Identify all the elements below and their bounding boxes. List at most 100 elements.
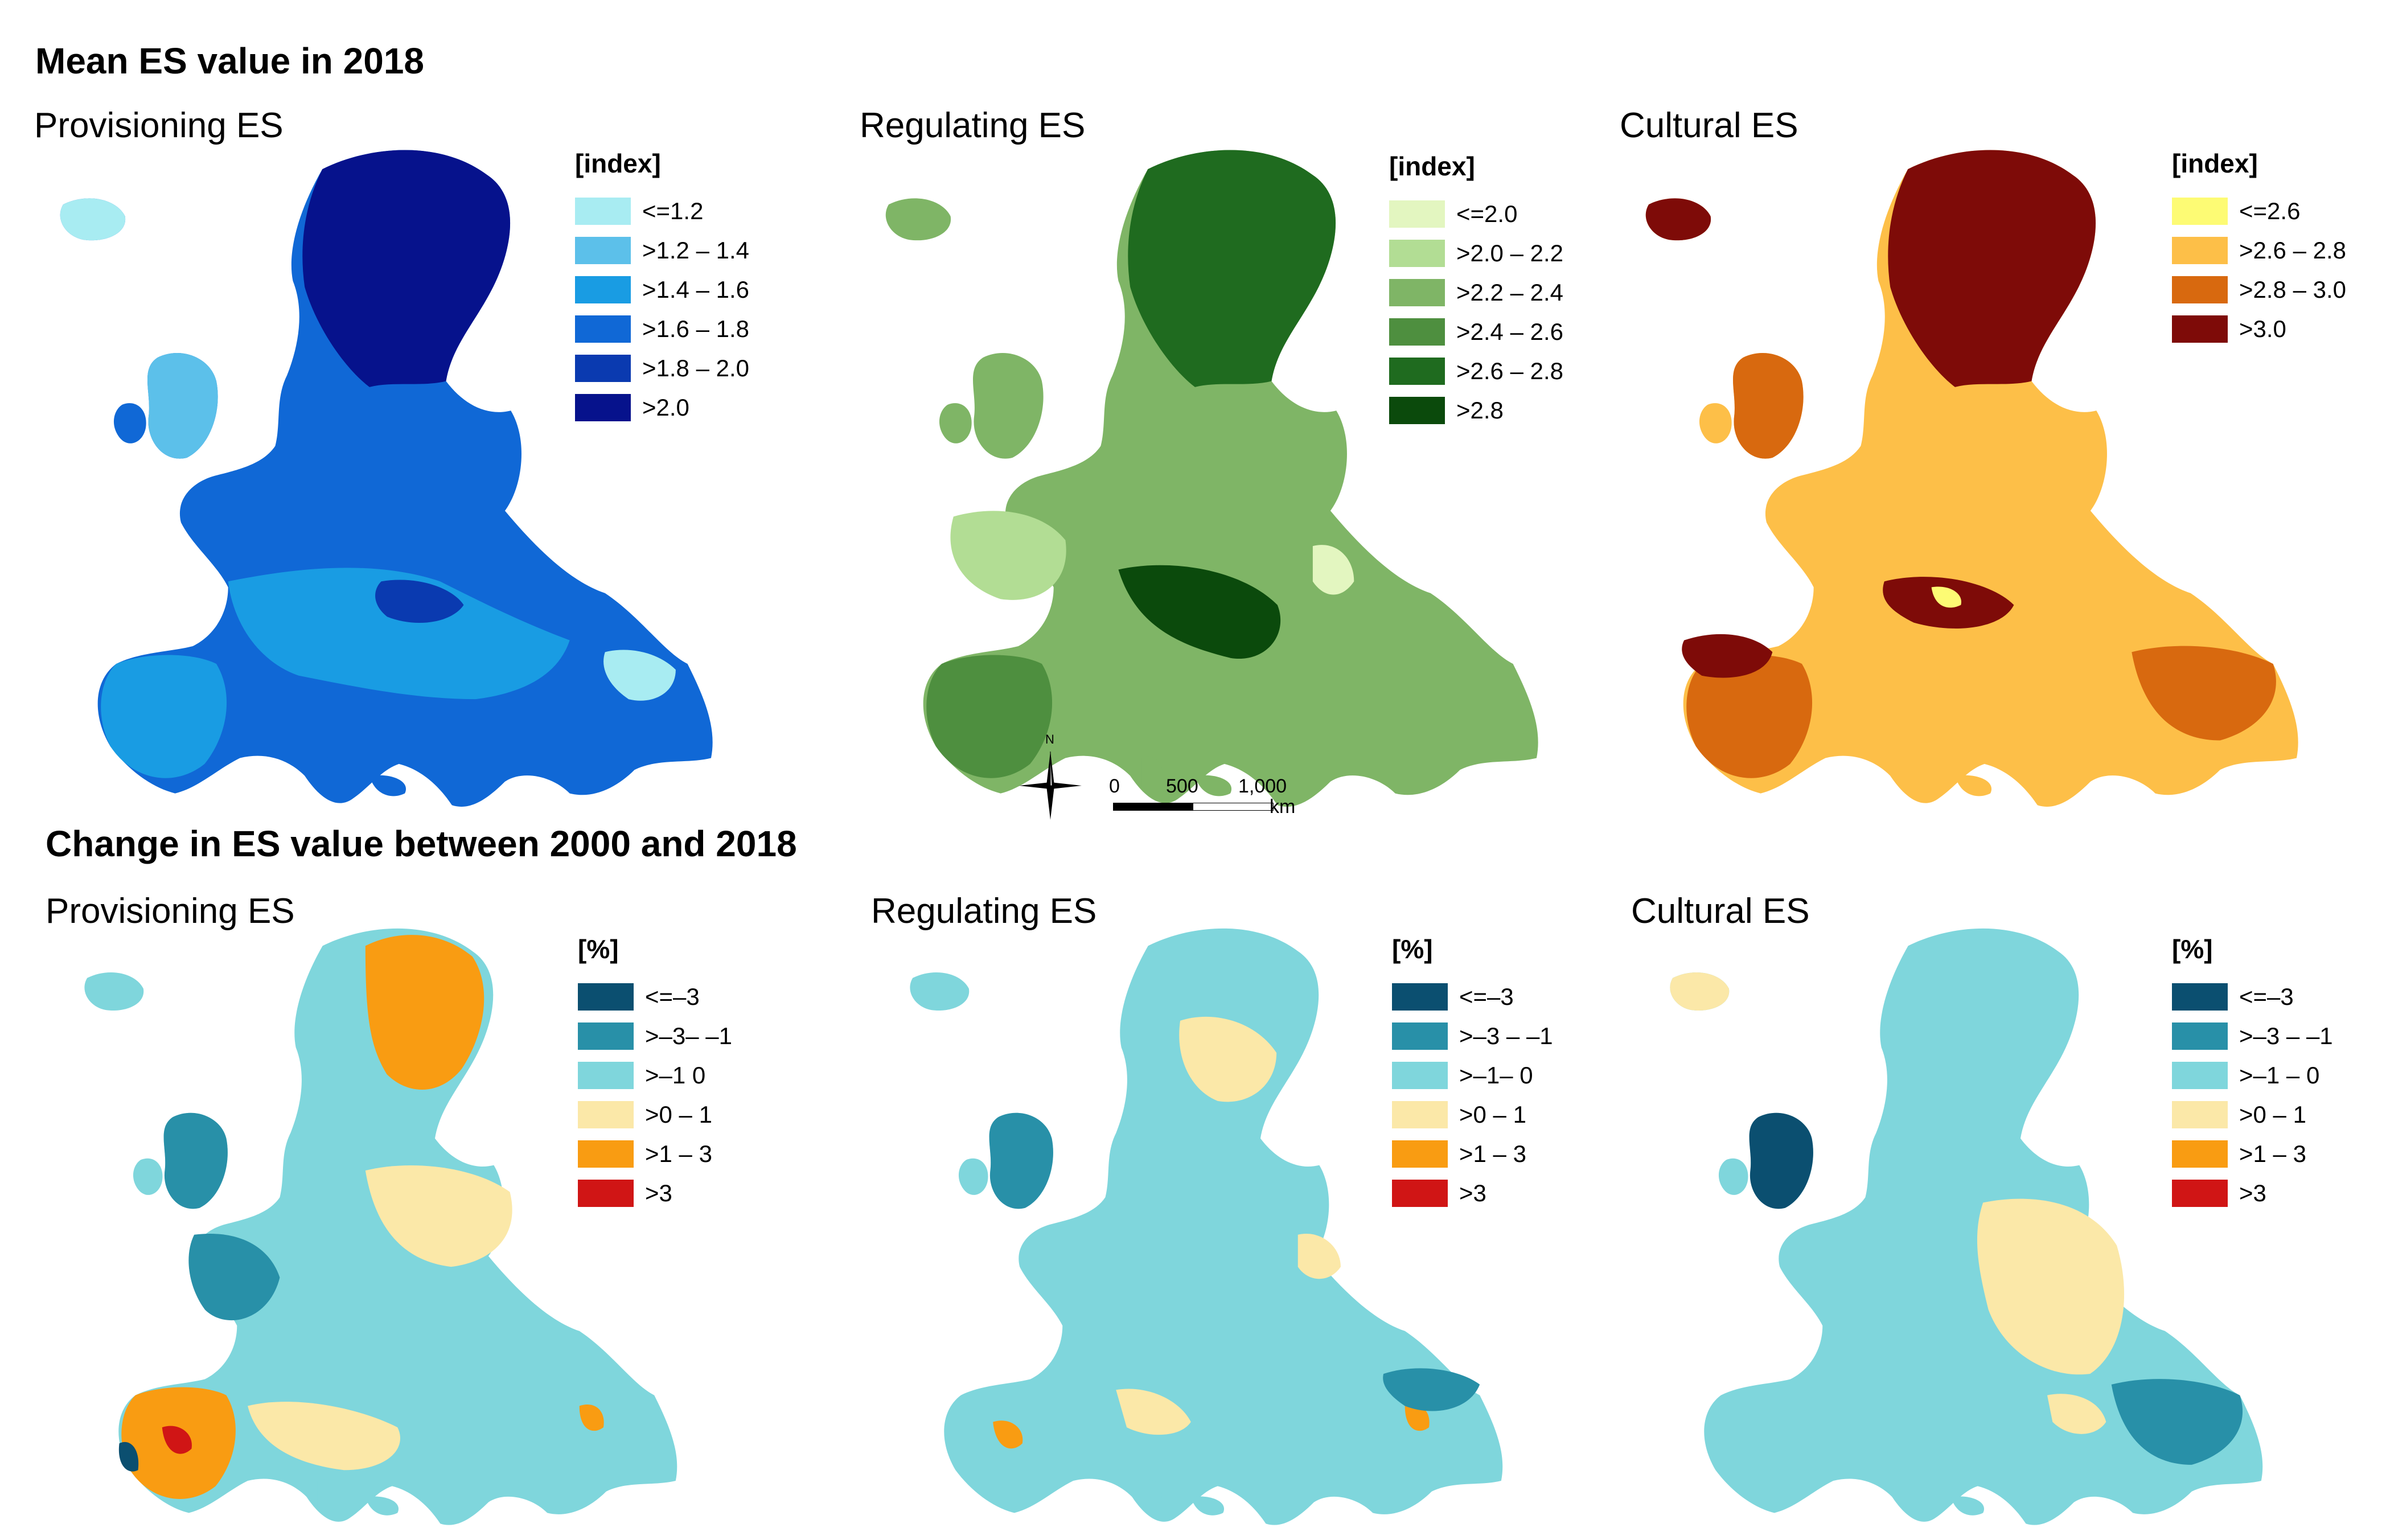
map-region-class-4 (365, 935, 484, 1090)
legend-swatch (2172, 276, 2228, 303)
legend-item: >2.8 – 3.0 (2172, 270, 2346, 309)
legend-swatch (1389, 357, 1445, 385)
legend-item: >1.8 – 2.0 (575, 348, 749, 388)
legend-item: >–1 – 0 (2172, 1056, 2333, 1095)
map-region-class-2b (101, 655, 227, 778)
map-region-class-4 (1128, 150, 1336, 387)
legend-item: >0 – 1 (1392, 1095, 1553, 1134)
legend-label: >1.2 – 1.4 (642, 236, 749, 264)
map-region-class-3b (248, 1402, 400, 1471)
legend-header: [%] (2172, 934, 2213, 964)
map-region-class-5 (302, 150, 511, 387)
legend-item: >–3– –1 (578, 1016, 732, 1056)
map-region-class-3c (2047, 1394, 2106, 1434)
legend-label: >3 (2239, 1179, 2266, 1206)
map-region-class-5 (1118, 565, 1281, 659)
legend-swatch (578, 1061, 634, 1089)
map-region-class-1 (950, 511, 1066, 600)
legend-swatch (1392, 1022, 1448, 1050)
scale-tick-0: 0 (1109, 775, 1120, 797)
legend-item: >1 – 3 (2172, 1134, 2333, 1173)
legend-header: [index] (1389, 151, 1475, 181)
map-region-class-0b (603, 650, 676, 701)
legend-item: >1.6 – 1.8 (575, 309, 749, 348)
map-region-class-3 (1670, 972, 1730, 1011)
legend-swatch (1389, 239, 1445, 267)
legend-label: <=–3 (1459, 983, 1514, 1010)
legend-item: <=–3 (2172, 977, 2333, 1016)
legend-item: >0 – 1 (2172, 1095, 2333, 1134)
legend-label: >0 – 1 (645, 1100, 712, 1128)
legend-swatch (2172, 197, 2228, 225)
legend-label: >2.8 (1456, 396, 1504, 424)
map-region-class-0 (118, 1442, 139, 1472)
map-region-class-3 (1888, 150, 2096, 387)
map-region-class-4c (579, 1405, 604, 1431)
legend-header: [index] (2172, 149, 2258, 178)
legend-swatch (1389, 396, 1445, 424)
legend-swatch (578, 983, 634, 1011)
legend-item: >2.0 – 2.2 (1389, 233, 1563, 273)
map-region-class-1 (2111, 1379, 2243, 1465)
map-region-class-0 (60, 198, 126, 241)
legend-swatch (2172, 236, 2228, 264)
map-region-class-1b (1383, 1368, 1480, 1411)
legend-swatch (1389, 278, 1445, 306)
europe-map (1645, 150, 2298, 807)
panel-regulating-change: Regulating ES [%] <=–3 >–3 – –1 >–1– 0 >… (871, 891, 1634, 1534)
north-label: N (1045, 732, 1054, 746)
legend-label: >2.0 (642, 393, 689, 421)
legend-label: >0 – 1 (1459, 1100, 1526, 1128)
legend-item: >2.6 – 2.8 (1389, 351, 1563, 391)
map-title: Regulating ES (860, 106, 1086, 145)
legend-item: >–1 0 (578, 1056, 732, 1095)
legend-item: <=–3 (1392, 977, 1553, 1016)
legend-swatch (575, 393, 631, 421)
map-region-class-1 (163, 1112, 228, 1209)
legend-label: >–1 – 0 (2239, 1061, 2320, 1089)
legend-item: >2.6 – 2.8 (2172, 231, 2346, 270)
scale-tick-500: 500 (1166, 775, 1198, 797)
panel-cultural-change: Cultural ES [%] <=–3 >–3 – –1 >–1 – 0 >0… (1631, 891, 2383, 1534)
europe-map (84, 928, 677, 1525)
map-region-class-3 (1179, 1016, 1277, 1102)
panel-provisioning-change: Provisioning ES [%] <=–3 >–3– –1 >–1 0 >… (46, 891, 808, 1534)
map-region-class-1 (147, 352, 218, 459)
legend-item: >1 – 3 (1392, 1134, 1553, 1173)
legend-label: >–1– 0 (1459, 1061, 1533, 1089)
top-section-title: Mean ES value in 2018 (35, 40, 424, 81)
map-region-class-1 (989, 1112, 1053, 1209)
legend-swatch (2172, 1061, 2228, 1089)
legend-swatch (1392, 983, 1448, 1011)
map-region-class-2b (1686, 655, 1813, 778)
legend-swatch (2172, 1140, 2228, 1168)
map-region-class-3 (375, 580, 464, 623)
legend-label: >2.4 – 2.6 (1456, 318, 1563, 345)
legend: [%] <=–3 >–3 – –1 >–1 – 0 >0 – 1 >1 – 3 … (2172, 934, 2333, 1213)
legend-label: >1.8 – 2.0 (642, 354, 749, 381)
legend-label: <=2.6 (2239, 197, 2301, 224)
legend-swatch (1392, 1100, 1448, 1128)
map-region-class-0 (1931, 586, 1961, 608)
legend-item: >1 – 3 (578, 1134, 732, 1173)
legend-swatch (575, 197, 631, 225)
legend-item: >1.4 – 1.6 (575, 270, 749, 309)
legend: [%] <=–3 >–3 – –1 >–1– 0 >0 – 1 >1 – 3 >… (1392, 934, 1553, 1213)
legend: [%] <=–3 >–3– –1 >–1 0 >0 – 1 >1 – 3 >3 (578, 934, 732, 1213)
legend-label: >–3 – –1 (2239, 1022, 2333, 1049)
north-arrow-icon (1019, 751, 1082, 820)
legend-label: >2.2 – 2.4 (1456, 278, 1563, 306)
legend-item: <=–3 (578, 977, 732, 1016)
map-region-class-0 (1749, 1112, 1813, 1209)
legend-item: <=2.0 (1389, 194, 1563, 233)
scale-unit: km (1270, 796, 1296, 818)
legend-item: >3 (578, 1173, 732, 1213)
legend-swatch (578, 1100, 634, 1128)
legend-swatch (1392, 1061, 1448, 1089)
map-title: Provisioning ES (46, 892, 295, 931)
scale-bar-empty (1193, 803, 1274, 811)
legend-header: [index] (575, 149, 661, 178)
map-region-class-2 (228, 568, 570, 700)
scale-bar: N 0 500 1,000 km (1013, 732, 1309, 831)
map-title: Cultural ES (1631, 892, 1810, 931)
